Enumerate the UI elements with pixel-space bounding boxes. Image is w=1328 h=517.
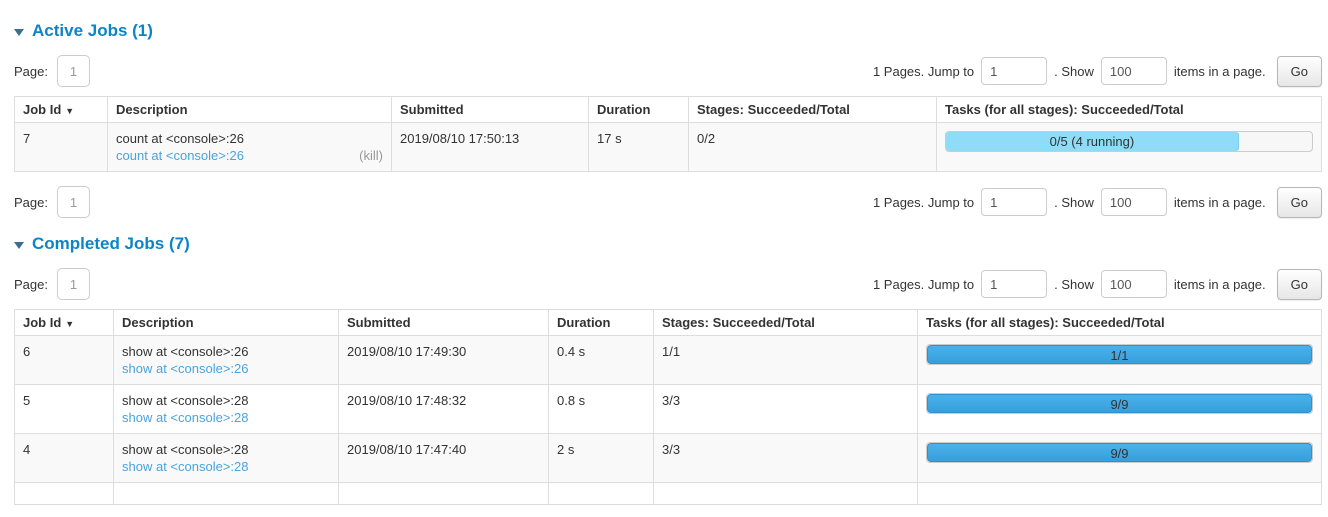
collapse-arrow-icon — [14, 241, 24, 249]
stages-cell: 3/3 — [653, 384, 918, 434]
completed-jobs-pagination-top: Page: 1 Pages. Jump to . Show items in a… — [14, 268, 1322, 300]
column-header-duration[interactable]: Duration — [588, 96, 689, 123]
jump-to-page-input[interactable] — [981, 57, 1048, 85]
tasks-cell: 0/5 (4 running) — [936, 122, 1322, 172]
page-label: Page: — [14, 276, 48, 292]
job-description-text: show at <console>:28 — [122, 442, 249, 457]
go-button[interactable]: Go — [1276, 55, 1322, 87]
sort-desc-icon: ▼ — [65, 319, 75, 329]
job-description-link[interactable]: show at <console>:28 — [122, 459, 249, 474]
active-jobs-table: Job Id ▼ Description Submitted Duration S… — [14, 96, 1322, 172]
submitted-cell: 2019/08/10 17:50:13 — [391, 122, 589, 172]
page-label: Page: — [14, 194, 48, 210]
stages-cell: 0/2 — [688, 122, 937, 172]
active-jobs-title: Active Jobs (1) — [32, 21, 153, 40]
description-cell: show at <console>:28 show at <console>:2… — [113, 433, 339, 483]
sort-desc-icon: ▼ — [65, 106, 75, 116]
duration-cell: 0.4 s — [548, 335, 654, 385]
jump-to-page-input[interactable] — [981, 188, 1048, 216]
tasks-cell: 9/9 — [917, 433, 1322, 483]
completed-job-row: 6 show at <console>:26 show at <console>… — [14, 335, 1322, 385]
job-id-cell: 4 — [14, 433, 114, 483]
active-jobs-section-header[interactable]: Active Jobs (1) — [14, 21, 1322, 41]
items-per-page-input[interactable] — [1100, 270, 1167, 298]
tasks-progress-bar: 9/9 — [927, 394, 1312, 413]
tasks-progress-bar-running: 0/5 (4 running) — [946, 132, 1239, 151]
column-header-stages[interactable]: Stages: Succeeded/Total — [653, 309, 918, 336]
stages-cell: 1/1 — [653, 335, 918, 385]
completed-jobs-section-header[interactable]: Completed Jobs (7) — [14, 234, 1322, 254]
items-label: items in a page. — [1173, 276, 1266, 292]
page-number-input[interactable] — [56, 186, 90, 218]
submitted-cell: 2019/08/10 17:49:30 — [338, 335, 549, 385]
column-header-job-id[interactable]: Job Id ▼ — [14, 96, 108, 123]
active-jobs-pagination-top: Page: 1 Pages. Jump to . Show items in a… — [14, 55, 1322, 87]
job-description-text: show at <console>:28 — [122, 393, 249, 408]
pages-info-text: 1 Pages. Jump to — [872, 63, 975, 79]
tasks-progress-track: 1/1 — [926, 344, 1313, 365]
job-id-cell: 5 — [14, 384, 114, 434]
spark-jobs-page: Active Jobs (1) Page: 1 Pages. Jump to .… — [0, 21, 1328, 505]
column-header-job-id[interactable]: Job Id ▼ — [14, 309, 114, 336]
stages-cell: 3/3 — [653, 433, 918, 483]
completed-jobs-title: Completed Jobs (7) — [32, 234, 190, 253]
job-id-cell: 6 — [14, 335, 114, 385]
active-jobs-pagination-bottom: Page: 1 Pages. Jump to . Show items in a… — [14, 186, 1322, 218]
completed-job-row-clipped — [14, 482, 1322, 505]
submitted-cell: 2019/08/10 17:47:40 — [338, 433, 549, 483]
active-job-row: 7 count at <console>:26 count at <consol… — [14, 122, 1322, 172]
duration-cell: 17 s — [588, 122, 689, 172]
show-label: . Show — [1054, 276, 1094, 292]
description-cell: count at <console>:26 count at <console>… — [107, 122, 392, 172]
job-description-text: count at <console>:26 — [116, 131, 244, 146]
description-cell: show at <console>:26 show at <console>:2… — [113, 335, 339, 385]
job-id-cell: 7 — [14, 122, 108, 172]
items-per-page-input[interactable] — [1100, 188, 1167, 216]
kill-job-link[interactable]: (kill) — [359, 148, 383, 163]
column-header-submitted[interactable]: Submitted — [391, 96, 589, 123]
completed-jobs-header-row: Job Id ▼ Description Submitted Duration S… — [14, 309, 1322, 336]
items-label: items in a page. — [1173, 63, 1266, 79]
duration-cell: 2 s — [548, 433, 654, 483]
tasks-cell: 9/9 — [917, 384, 1322, 434]
go-button[interactable]: Go — [1276, 268, 1322, 300]
tasks-progress-track: 9/9 — [926, 442, 1313, 463]
tasks-cell: 1/1 — [917, 335, 1322, 385]
submitted-cell: 2019/08/10 17:48:32 — [338, 384, 549, 434]
items-label: items in a page. — [1173, 194, 1266, 210]
items-per-page-input[interactable] — [1100, 57, 1167, 85]
column-header-duration[interactable]: Duration — [548, 309, 654, 336]
column-header-submitted[interactable]: Submitted — [338, 309, 549, 336]
show-label: . Show — [1054, 63, 1094, 79]
column-header-stages[interactable]: Stages: Succeeded/Total — [688, 96, 937, 123]
column-header-description[interactable]: Description — [107, 96, 392, 123]
tasks-progress-track: 9/9 — [926, 393, 1313, 414]
column-header-tasks[interactable]: Tasks (for all stages): Succeeded/Total — [936, 96, 1322, 123]
tasks-progress-bar: 1/1 — [927, 345, 1312, 364]
page-label: Page: — [14, 63, 48, 79]
completed-jobs-table: Job Id ▼ Description Submitted Duration S… — [14, 309, 1322, 505]
tasks-progress-track: 0/5 (4 running) — [945, 131, 1313, 152]
show-label: . Show — [1054, 194, 1094, 210]
page-number-input[interactable] — [56, 268, 90, 300]
go-button[interactable]: Go — [1276, 186, 1322, 218]
duration-cell: 0.8 s — [548, 384, 654, 434]
completed-job-row: 5 show at <console>:28 show at <console>… — [14, 384, 1322, 434]
tasks-progress-bar: 9/9 — [927, 443, 1312, 462]
jump-to-page-input[interactable] — [981, 270, 1048, 298]
column-header-tasks[interactable]: Tasks (for all stages): Succeeded/Total — [917, 309, 1322, 336]
job-description-link[interactable]: show at <console>:28 — [122, 410, 249, 425]
pages-info-text: 1 Pages. Jump to — [872, 276, 975, 292]
description-cell: show at <console>:28 show at <console>:2… — [113, 384, 339, 434]
job-description-link[interactable]: show at <console>:26 — [122, 361, 249, 376]
page-number-input[interactable] — [56, 55, 90, 87]
collapse-arrow-icon — [14, 28, 24, 36]
active-jobs-header-row: Job Id ▼ Description Submitted Duration S… — [14, 96, 1322, 123]
completed-job-row: 4 show at <console>:28 show at <console>… — [14, 433, 1322, 483]
pages-info-text: 1 Pages. Jump to — [872, 194, 975, 210]
job-description-link[interactable]: count at <console>:26 — [116, 148, 244, 163]
job-description-text: show at <console>:26 — [122, 344, 249, 359]
column-header-description[interactable]: Description — [113, 309, 339, 336]
